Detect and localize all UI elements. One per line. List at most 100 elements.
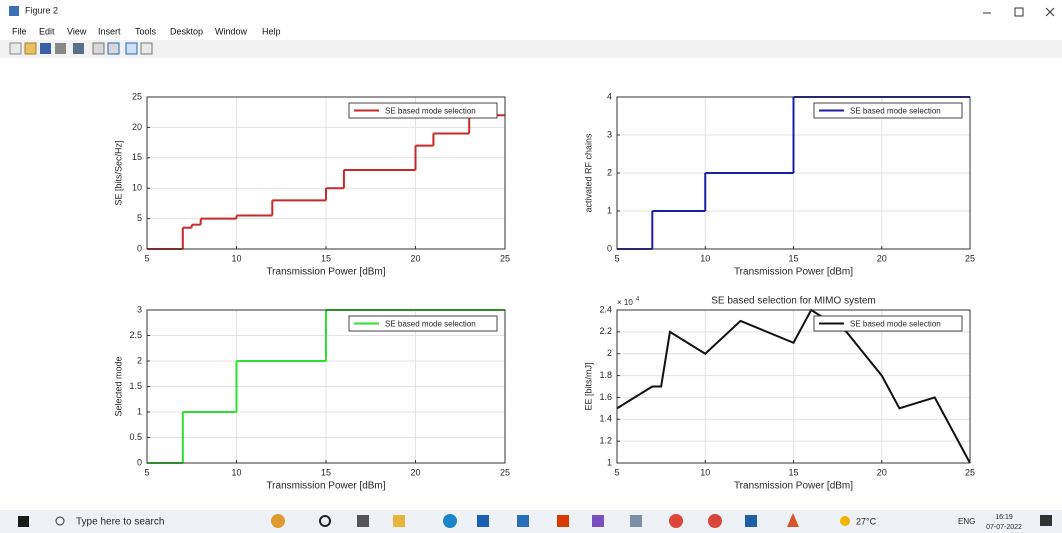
app-icon[interactable] (393, 515, 405, 527)
y-tick-label: 20 (132, 122, 142, 132)
y-tick-label: 1.2 (599, 436, 612, 446)
app-icon[interactable] (517, 515, 529, 527)
x-tick-label: 15 (321, 467, 331, 477)
y-tick-label: 2 (137, 355, 142, 365)
toolbar-buttons (10, 43, 152, 54)
x-tick-label: 15 (788, 253, 798, 263)
y-tick-label: 1.4 (599, 414, 612, 424)
x-tick-label: 5 (144, 467, 149, 477)
y-tick-label: 0 (137, 243, 142, 253)
start-button[interactable] (18, 516, 29, 527)
temperature: 27°C (856, 516, 877, 526)
y-axis-label: EE [bits/mJ] (583, 362, 593, 410)
search-box[interactable]: Type here to search (76, 517, 164, 528)
open-button[interactable] (25, 43, 36, 54)
app-icon[interactable] (443, 514, 457, 528)
y-tick-label: 1.8 (599, 370, 612, 380)
link-button[interactable] (73, 43, 84, 54)
y-multiplier: × 10 (617, 298, 633, 307)
y-tick-label: 1 (137, 406, 142, 416)
legend-button[interactable] (108, 43, 119, 54)
y-tick-label: 3 (137, 304, 142, 314)
y-tick-label: 2 (607, 167, 612, 177)
y-tick-label: 15 (132, 152, 142, 162)
y-tick-label: 1.6 (599, 392, 612, 402)
app-icon[interactable] (271, 514, 285, 528)
colorbar-button[interactable] (93, 43, 104, 54)
legend-label: SE based mode selection (385, 320, 476, 329)
x-tick-label: 20 (410, 467, 420, 477)
app-icon[interactable] (708, 514, 722, 528)
menu-item[interactable]: View (67, 26, 87, 36)
language[interactable]: ENG (958, 517, 975, 526)
weather-icon (840, 516, 850, 526)
x-tick-label: 5 (614, 467, 619, 477)
x-tick-label: 10 (231, 467, 241, 477)
legend-label: SE based mode selection (850, 107, 941, 116)
app-icon[interactable] (592, 515, 604, 527)
x-tick-label: 5 (144, 253, 149, 263)
y-axis-label: Selected mode (113, 356, 123, 416)
x-tick-label: 25 (965, 467, 975, 477)
y-tick-label: 2.5 (129, 330, 142, 340)
clock-date[interactable]: 07-07-2022 (986, 524, 1022, 531)
y-tick-label: 1.5 (129, 381, 142, 391)
x-tick-label: 25 (500, 467, 510, 477)
title-bar (0, 0, 1062, 22)
y-tick-label: 25 (132, 91, 142, 101)
y-tick-label: 0 (607, 243, 612, 253)
chart-title: SE based selection for MIMO system (711, 296, 876, 307)
menu-item[interactable]: Window (215, 26, 248, 36)
legend-label: SE based mode selection (385, 107, 476, 116)
x-tick-label: 10 (700, 467, 710, 477)
menu-item[interactable]: Help (262, 26, 281, 36)
new-button[interactable] (10, 43, 21, 54)
x-axis-label: Transmission Power [dBm] (266, 481, 385, 492)
menu-item[interactable]: File (12, 26, 27, 36)
y-axis-label: activated RF chains (583, 133, 593, 213)
y-axis-label: SE [bits/Sec/Hz] (113, 140, 123, 205)
y-tick-label: 1 (607, 205, 612, 215)
app-icon[interactable] (477, 515, 489, 527)
property-button[interactable] (141, 43, 152, 54)
y-tick-label: 2 (607, 348, 612, 358)
y-tick-label: 2.4 (599, 304, 612, 314)
window-title: Figure 2 (25, 5, 58, 15)
pointer-button[interactable] (126, 43, 137, 54)
app-icon[interactable] (669, 514, 683, 528)
x-axis-label: Transmission Power [dBm] (266, 267, 385, 278)
app-icon[interactable] (630, 515, 642, 527)
app-icon[interactable] (557, 515, 569, 527)
x-tick-label: 20 (877, 467, 887, 477)
y-tick-label: 2.2 (599, 326, 612, 336)
toolbar (0, 40, 1062, 58)
screen: Figure 2 File Edit View Insert Tools Des… (0, 0, 1062, 533)
legend-label: SE based mode selection (850, 320, 941, 329)
menu-item[interactable]: Tools (135, 26, 157, 36)
app-icon (9, 6, 19, 16)
x-tick-label: 15 (321, 253, 331, 263)
menu-item[interactable]: Edit (39, 26, 55, 36)
x-tick-label: 20 (410, 253, 420, 263)
menu-item[interactable]: Insert (98, 26, 121, 36)
save-button[interactable] (40, 43, 51, 54)
menu-item[interactable]: Desktop (170, 26, 203, 36)
y-tick-label: 4 (607, 91, 612, 101)
x-tick-label: 10 (700, 253, 710, 263)
print-button[interactable] (55, 43, 66, 54)
page: Figure 2 File Edit View Insert Tools Des… (0, 0, 1062, 533)
x-tick-label: 25 (965, 253, 975, 263)
app-icon[interactable] (357, 515, 369, 527)
notification-button[interactable] (1040, 515, 1052, 526)
x-tick-label: 20 (877, 253, 887, 263)
x-axis-label: Transmission Power [dBm] (734, 481, 853, 492)
y-tick-label: 10 (132, 183, 142, 193)
clock-time[interactable]: 16:19 (995, 514, 1013, 521)
y-tick-label: 5 (137, 213, 142, 223)
app-icon[interactable] (745, 515, 757, 527)
y-tick-label: 1 (607, 457, 612, 467)
x-tick-label: 25 (500, 253, 510, 263)
